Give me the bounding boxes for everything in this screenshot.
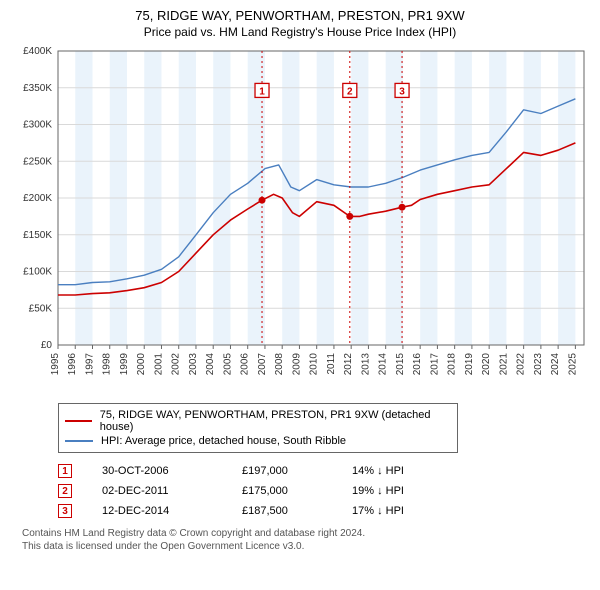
- sale-price: £197,000: [242, 465, 322, 477]
- svg-text:2003: 2003: [188, 353, 199, 376]
- svg-text:2000: 2000: [136, 353, 147, 376]
- chart-plot: £0 £50K £100K £150K £200K £250K £300K £350K £400…: [10, 45, 590, 395]
- svg-text:£200K: £200K: [23, 193, 52, 204]
- svg-text:2002: 2002: [171, 353, 182, 376]
- sale-date: 02-DEC-2011: [102, 485, 212, 497]
- svg-text:£50K: £50K: [29, 303, 53, 314]
- svg-text:2021: 2021: [498, 353, 509, 376]
- svg-text:2005: 2005: [222, 353, 233, 376]
- svg-text:1997: 1997: [84, 353, 95, 376]
- svg-text:2008: 2008: [274, 353, 285, 376]
- legend-swatch: [65, 440, 93, 442]
- footer-line-1: Contains HM Land Registry data © Crown c…: [22, 527, 582, 540]
- chart-container: 75, RIDGE WAY, PENWORTHAM, PRESTON, PR1 …: [0, 0, 600, 559]
- legend-item: HPI: Average price, detached house, Sout…: [65, 434, 451, 448]
- svg-text:2004: 2004: [205, 353, 216, 376]
- svg-text:2014: 2014: [378, 353, 389, 376]
- footer-line-2: This data is licensed under the Open Gov…: [22, 540, 582, 553]
- svg-text:2: 2: [347, 86, 353, 97]
- svg-text:2011: 2011: [326, 353, 337, 375]
- svg-text:2015: 2015: [395, 353, 406, 376]
- sale-date: 12-DEC-2014: [102, 505, 212, 517]
- chart-title: 75, RIDGE WAY, PENWORTHAM, PRESTON, PR1 …: [10, 8, 590, 23]
- svg-text:2013: 2013: [360, 353, 371, 376]
- legend-item: 75, RIDGE WAY, PENWORTHAM, PRESTON, PR1 …: [65, 408, 451, 434]
- svg-text:2025: 2025: [567, 353, 578, 376]
- svg-text:2024: 2024: [550, 353, 561, 376]
- sale-delta: 14% ↓ HPI: [352, 465, 452, 477]
- sales-table: 1 30-OCT-2006 £197,000 14% ↓ HPI 2 02-DEC-201…: [58, 461, 582, 521]
- svg-text:1: 1: [259, 86, 265, 97]
- sale-delta: 19% ↓ HPI: [352, 485, 452, 497]
- legend-label: 75, RIDGE WAY, PENWORTHAM, PRESTON, PR1 …: [100, 409, 451, 433]
- svg-text:1999: 1999: [119, 353, 130, 376]
- svg-text:1995: 1995: [50, 353, 61, 376]
- svg-text:£300K: £300K: [23, 120, 52, 131]
- sale-date: 30-OCT-2006: [102, 465, 212, 477]
- line-chart-svg: £0 £50K £100K £150K £200K £250K £300K £350K £400…: [10, 45, 590, 395]
- svg-text:£350K: £350K: [23, 83, 52, 94]
- svg-text:2022: 2022: [516, 353, 527, 376]
- svg-text:2023: 2023: [533, 353, 544, 376]
- svg-text:2006: 2006: [240, 353, 251, 376]
- svg-text:2001: 2001: [153, 353, 164, 376]
- sale-marker-icon: 3: [58, 504, 72, 518]
- svg-text:1996: 1996: [67, 353, 78, 376]
- svg-text:£400K: £400K: [23, 46, 52, 57]
- sale-row: 1 30-OCT-2006 £197,000 14% ↓ HPI: [58, 461, 582, 481]
- sale-marker-icon: 1: [58, 464, 72, 478]
- legend: 75, RIDGE WAY, PENWORTHAM, PRESTON, PR1 …: [58, 403, 458, 453]
- svg-text:£250K: £250K: [23, 156, 52, 167]
- svg-text:2009: 2009: [291, 353, 302, 376]
- svg-text:2020: 2020: [481, 353, 492, 376]
- svg-text:2010: 2010: [309, 353, 320, 376]
- svg-text:£150K: £150K: [23, 230, 52, 241]
- footer-attribution: Contains HM Land Registry data © Crown c…: [22, 527, 582, 553]
- svg-text:2019: 2019: [464, 353, 475, 376]
- sale-price: £175,000: [242, 485, 322, 497]
- sale-row: 3 12-DEC-2014 £187,500 17% ↓ HPI: [58, 501, 582, 521]
- legend-swatch: [65, 420, 92, 422]
- svg-text:2017: 2017: [429, 353, 440, 376]
- sale-price: £187,500: [242, 505, 322, 517]
- svg-text:1998: 1998: [102, 353, 113, 376]
- sale-marker-icon: 2: [58, 484, 72, 498]
- svg-text:2007: 2007: [257, 353, 268, 376]
- svg-text:£100K: £100K: [23, 267, 52, 278]
- svg-text:2016: 2016: [412, 353, 423, 376]
- svg-text:2012: 2012: [343, 353, 354, 376]
- svg-text:£0: £0: [41, 340, 53, 351]
- legend-label: HPI: Average price, detached house, Sout…: [101, 435, 346, 447]
- svg-text:2018: 2018: [447, 353, 458, 376]
- sale-row: 2 02-DEC-2011 £175,000 19% ↓ HPI: [58, 481, 582, 501]
- svg-text:3: 3: [399, 86, 405, 97]
- chart-subtitle: Price paid vs. HM Land Registry's House …: [10, 25, 590, 39]
- sale-delta: 17% ↓ HPI: [352, 505, 452, 517]
